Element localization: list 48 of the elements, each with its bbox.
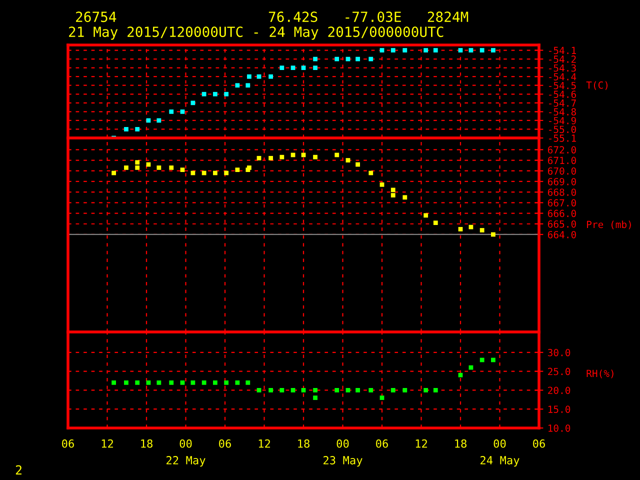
y-tick-label: -54.5 [549, 82, 576, 90]
y-tick-label: 665.0 [548, 220, 576, 228]
y-axis-title: RH(%) [586, 370, 614, 378]
x-tick-label: 18 [298, 439, 310, 448]
y-tick-label: 666.0 [548, 210, 576, 218]
y-tick-label: -55.0 [549, 126, 576, 134]
y-axis-title: T(C) [586, 81, 608, 90]
text: 24 May [480, 456, 520, 467]
x-tick-label: 12 [102, 439, 113, 448]
x-tick-label: 00 [336, 439, 349, 448]
y-tick-label: 672.0 [548, 146, 576, 154]
x-tick-label: 12 [416, 439, 427, 448]
x-tick-label: 18 [455, 439, 466, 448]
y-tick-label: 15.0 [548, 406, 570, 413]
x-tick-label: 06 [376, 439, 388, 448]
y-tick-label: 664.0 [548, 230, 576, 238]
x-tick-label: 06 [62, 439, 74, 448]
x-tick-label: 12 [258, 439, 270, 448]
text: 2 [16, 465, 22, 474]
y-tick-label: -54.8 [549, 108, 576, 116]
y-tick-label: 668.0 [548, 188, 576, 196]
y-tick-label: -54.6 [549, 90, 576, 98]
y-tick-label: 20.0 [548, 386, 570, 394]
y-tick-label: -54.2 [549, 56, 576, 63]
y-tick-label: 669.0 [548, 178, 576, 186]
y-tick-label: 671.0 [548, 156, 576, 164]
y-tick-label: -54.9 [549, 116, 576, 124]
y-tick-label: -54.3 [549, 64, 576, 72]
y-tick-label: -54.1 [549, 46, 576, 54]
x-tick-label: 18 [141, 439, 152, 448]
text: 76.42S -77.03E 2824M [268, 12, 468, 22]
y-tick-label: 25.0 [548, 368, 570, 376]
text: 22 May [166, 456, 206, 467]
x-tick-label: 06 [533, 439, 545, 448]
x-tick-label: 00 [180, 439, 192, 448]
y-axis-title: Pre (mb) [587, 220, 631, 230]
x-tick-label: 06 [219, 439, 231, 448]
y-tick-label: 10.0 [548, 424, 570, 432]
y-tick-label: -54.7 [549, 100, 576, 107]
chart-title: 26754 [76, 12, 116, 22]
chart-subtitle: 21 May 2015/120000UTC - 24 May 2015/000000UTC [69, 26, 444, 40]
y-tick-label: -54.4 [549, 73, 576, 80]
y-tick-label: 30.0 [548, 348, 570, 356]
text: 23 May [324, 456, 362, 467]
y-tick-label: -55.1 [549, 134, 576, 142]
x-tick-label: 00 [494, 439, 506, 448]
y-tick-label: 670.0 [548, 167, 576, 175]
y-tick-label: 667.0 [548, 199, 576, 207]
